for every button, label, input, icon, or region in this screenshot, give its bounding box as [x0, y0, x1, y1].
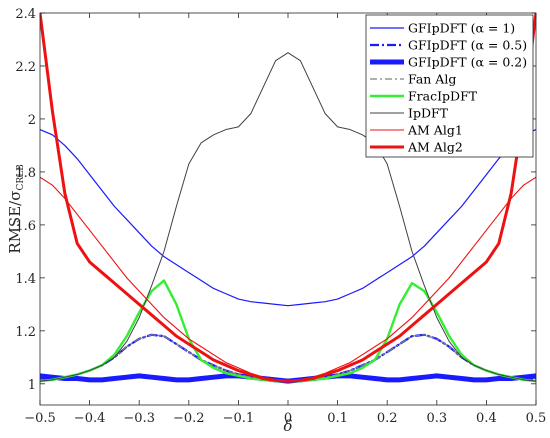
- x-tick-label: 0.4: [476, 411, 497, 426]
- ticks-layer: −0.5 −0.4 −0.3 −0.2 −0.1 0 0.1 0.2 0.3 0.4 0.5 1 1.2…: [15, 7, 546, 426]
- x-tick-label: −0.5: [24, 411, 56, 426]
- y-axis-label: RMSE/σCRLB: [6, 164, 26, 254]
- y-tick-label: 1.4: [15, 272, 36, 287]
- legend-box: [365, 14, 534, 158]
- y-axis-label-subscript: CRLB: [16, 164, 26, 191]
- legend-label-3: GFIpDFT (α = 0.2): [408, 55, 527, 70]
- legend-label-2: GFIpDFT (α = 0.5): [408, 38, 527, 53]
- series-line-6: [40, 52, 536, 382]
- y-tick-label: 1.8: [15, 166, 36, 181]
- legend-label-4: Fan Alg: [408, 72, 456, 87]
- x-tick-label: 0.1: [327, 411, 348, 426]
- x-tick-label: 0.3: [426, 411, 447, 426]
- x-tick-label: 0.5: [526, 411, 547, 426]
- series-line-1: [40, 128, 536, 307]
- legend-label-7: AM Alg1: [407, 123, 463, 138]
- x-tick-label: −0.2: [173, 411, 205, 426]
- y-tick-label: 1.2: [15, 325, 36, 340]
- legend: GFIpDFT (α = 1) GFIpDFT (α = 0.5) GFIpDFT …: [365, 14, 534, 158]
- x-tick-label: −0.4: [74, 411, 106, 426]
- legend-label-5: FracIpDFT: [408, 89, 478, 104]
- x-tick-label: 0.2: [377, 411, 398, 426]
- legend-label-8: AM Alg2: [407, 140, 463, 155]
- x-tick-label: −0.1: [223, 411, 255, 426]
- legend-label-1: GFIpDFT (α = 1): [408, 21, 515, 36]
- x-tick-label: −0.3: [123, 411, 155, 426]
- y-tick-label: 1: [28, 378, 36, 393]
- y-tick-label: 2: [28, 113, 36, 128]
- legend-label-6: IpDFT: [408, 106, 449, 121]
- y-tick-label: 2.4: [15, 7, 36, 22]
- x-axis-label: δ: [283, 417, 292, 435]
- y-tick-label: 2.2: [15, 60, 36, 75]
- x-tick-label: 0: [284, 411, 292, 426]
- svg-text:RMSE/σCRLB: RMSE/σCRLB: [6, 164, 26, 254]
- y-axis-label-main: RMSE/σ: [6, 191, 24, 254]
- series-layer: [40, 13, 536, 384]
- y-tick-label: 1.6: [15, 219, 36, 234]
- series-line-8: [40, 13, 536, 383]
